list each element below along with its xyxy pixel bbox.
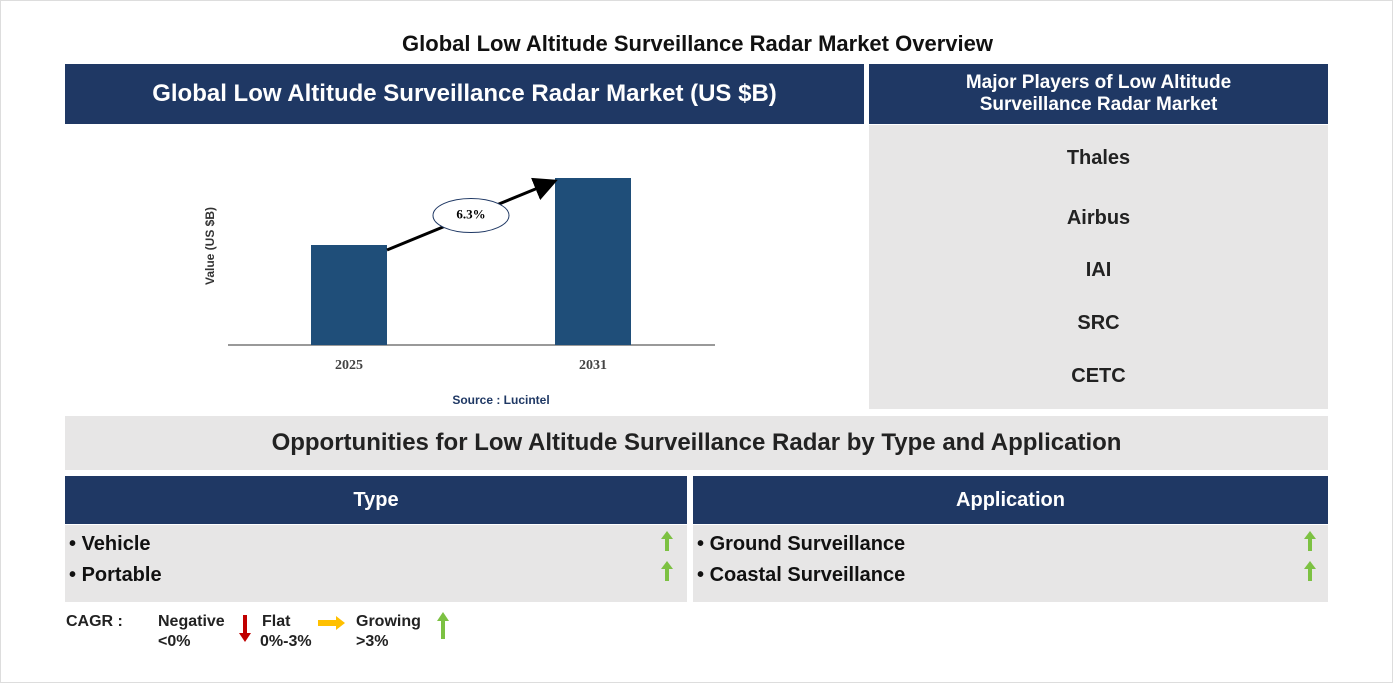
player: IAI <box>1085 259 1112 281</box>
legend-flat-range: 0%-3% <box>260 633 312 650</box>
y-axis-label: Value (US $B) <box>203 207 217 285</box>
legend-growing-range: >3% <box>356 633 389 650</box>
legend-negative: Negative <box>158 613 225 630</box>
negative-arrow <box>239 615 251 642</box>
type-list: Vehicle Portable <box>65 525 687 602</box>
players-list: Thales Airbus IAI SRC CETC <box>869 125 1328 409</box>
source: Source : Lucintel <box>452 393 549 407</box>
page-title: Global Low Altitude Surveillance Radar M… <box>402 31 993 56</box>
players-header: Major Players of Low Altitude Surveillan… <box>869 64 1328 124</box>
cagr-bubble <box>432 198 510 233</box>
growing-arrow <box>437 612 449 639</box>
player: Thales <box>1066 147 1131 169</box>
legend-growing: Growing <box>356 613 421 630</box>
type-item: Vehicle <box>69 533 151 556</box>
x-tick-label: 2031 <box>579 358 607 373</box>
bar <box>311 245 387 345</box>
bar <box>555 178 631 345</box>
legend-label: CAGR : <box>66 613 123 630</box>
legend-flat: Flat <box>262 613 291 630</box>
type-item: Portable <box>69 564 162 587</box>
type-header: Type <box>65 476 687 524</box>
growth-arrows <box>661 531 673 581</box>
application-header: Application <box>693 476 1328 524</box>
growth-arrows <box>1304 531 1316 581</box>
player: SRC <box>1077 312 1120 334</box>
application-item: Coastal Surveillance <box>697 564 906 587</box>
opportunities-title: Opportunities for Low Altitude Surveilla… <box>65 416 1328 470</box>
flat-arrow <box>318 616 345 630</box>
legend-negative-range: <0% <box>158 633 191 650</box>
chart-header: Global Low Altitude Surveillance Radar M… <box>65 64 864 124</box>
application-item: Ground Surveillance <box>697 533 906 556</box>
player: CETC <box>1071 365 1126 387</box>
cagr-label: 6.3% <box>456 206 485 221</box>
application-list: Ground Surveillance Coastal Surveillance <box>693 525 1328 602</box>
x-tick-label: 2025 <box>335 358 363 373</box>
chart: Value (US $B) Source : Lucintel 2025 2031… <box>203 177 715 407</box>
player: Airbus <box>1066 207 1131 229</box>
